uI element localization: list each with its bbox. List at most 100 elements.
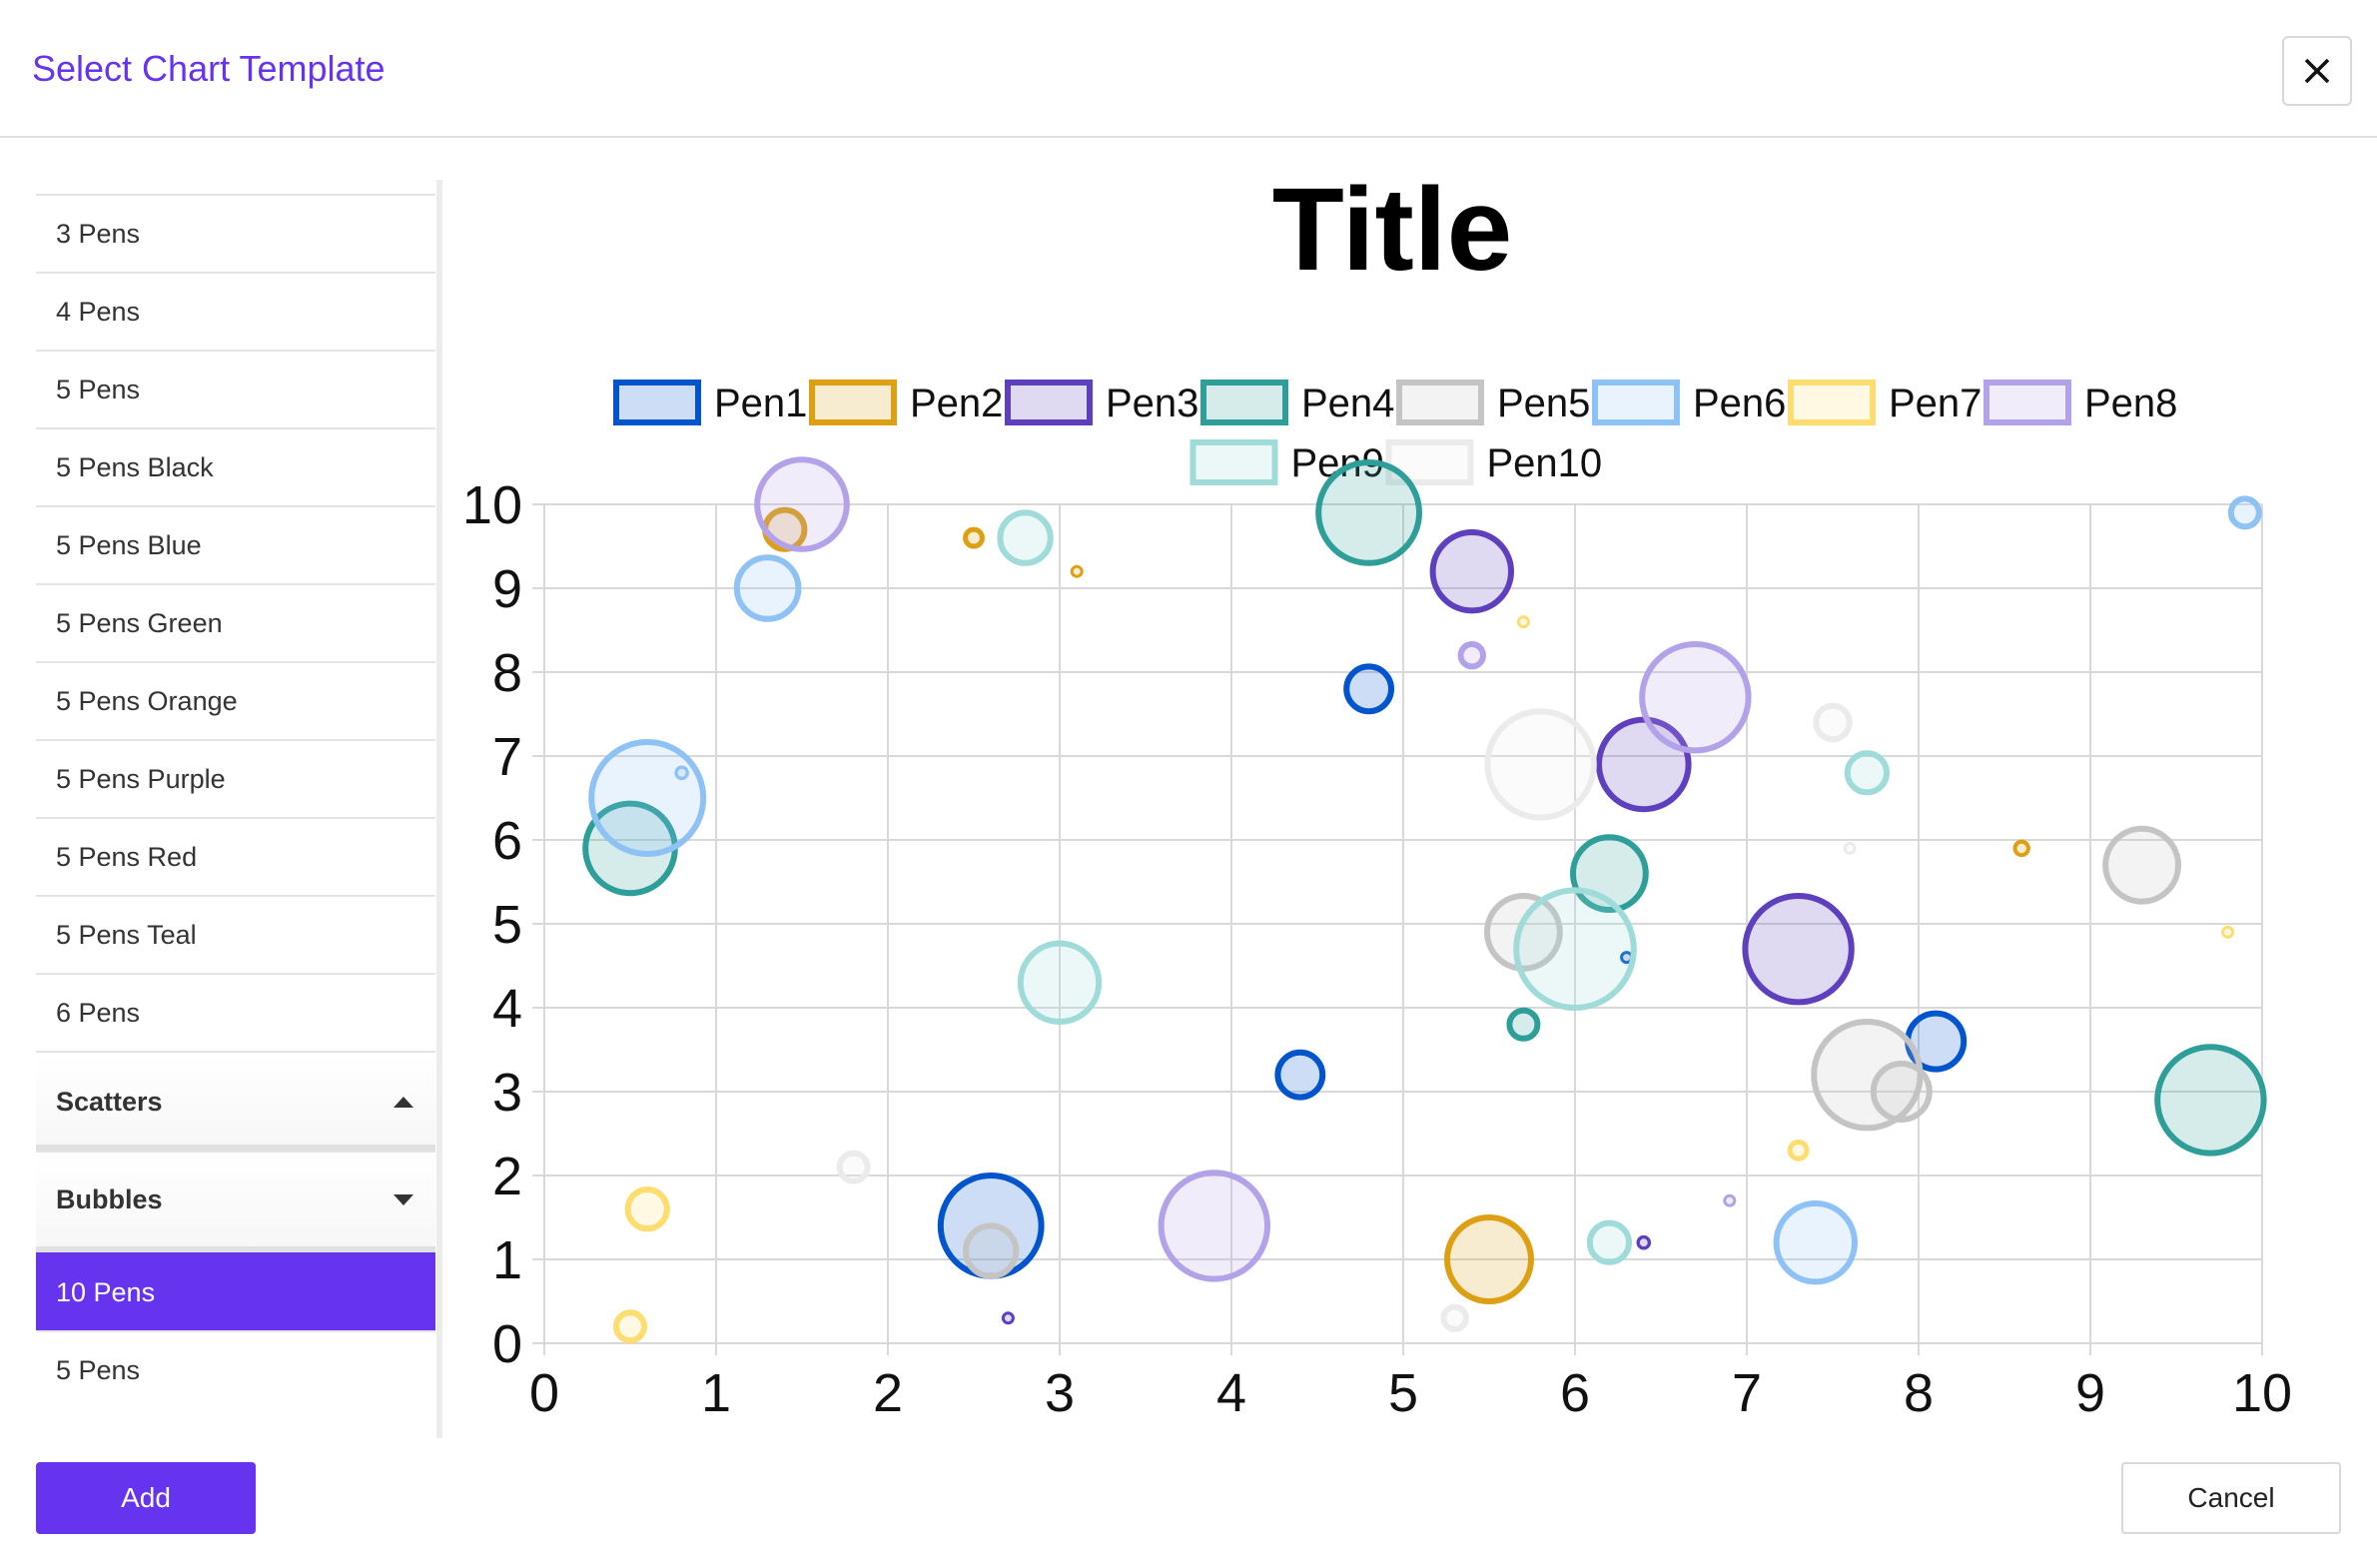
bubble-point — [1070, 564, 1084, 578]
legend-label: Pen1 — [714, 382, 807, 425]
chart-title: Title — [1272, 180, 1512, 296]
template-item-bubbles-5-pens[interactable]: 5 Pens — [36, 1330, 435, 1408]
bubble-point — [674, 765, 689, 781]
y-tick-label: 4 — [492, 979, 522, 1039]
x-tick-label: 4 — [1216, 1363, 1246, 1423]
bubble-point — [1813, 702, 1853, 743]
template-item-5-pens-purple[interactable]: 5 Pens Purple — [36, 739, 435, 817]
template-item-5-pens-red[interactable]: 5 Pens Red — [36, 817, 435, 895]
template-item-3-pens[interactable]: 3 Pens — [36, 194, 435, 272]
bubble-point — [1787, 1139, 1810, 1162]
legend-item: Pen5 — [1396, 380, 1590, 425]
legend-swatch — [1189, 439, 1278, 485]
bubble-point — [733, 554, 802, 622]
y-tick-label: 9 — [492, 559, 522, 619]
bubble-point — [1440, 1303, 1469, 1333]
bubble-point — [1742, 893, 1855, 1006]
bubble-point — [1444, 1214, 1534, 1304]
bubble-point — [1274, 1049, 1326, 1101]
bubble-point — [1773, 1200, 1859, 1285]
x-tick-label: 7 — [1732, 1363, 1762, 1423]
dialog-header: Select Chart Template — [0, 0, 2377, 138]
bubble-point — [1484, 708, 1597, 821]
y-tick-label: 10 — [462, 475, 522, 535]
bubble-point — [1636, 1234, 1652, 1250]
legend-label: Pen5 — [1497, 382, 1590, 425]
bubble-point — [1844, 750, 1891, 796]
template-item-4-pens[interactable]: 4 Pens — [36, 272, 435, 350]
sidebar-scrollbar[interactable] — [436, 180, 442, 1438]
legend-item: Pen6 — [1592, 380, 1786, 425]
legend-item: Pen3 — [1005, 380, 1198, 425]
group-header-scatters[interactable]: Scatters — [36, 1051, 435, 1151]
close-button[interactable] — [2282, 36, 2352, 106]
legend-swatch — [613, 380, 701, 425]
add-button[interactable]: Add — [36, 1462, 256, 1534]
bubble-point — [997, 509, 1054, 566]
y-tick-label: 3 — [492, 1063, 522, 1123]
legend-item: Pen1 — [613, 380, 807, 425]
bubble-point — [1516, 615, 1530, 629]
template-item-5-pens-teal[interactable]: 5 Pens Teal — [36, 895, 435, 973]
y-tick-label: 6 — [492, 811, 522, 871]
x-tick-label: 6 — [1560, 1363, 1590, 1423]
legend-item: Pen2 — [809, 380, 1003, 425]
bubble-point — [2221, 925, 2235, 939]
legend-swatch — [1005, 380, 1093, 425]
bubble-point — [624, 1186, 670, 1232]
bubble-point — [1158, 1170, 1270, 1282]
bubble-point — [1639, 641, 1752, 754]
bubble-chart: Title Pen1 Pen2 Pen3 Pen4 Pen5 Pen6 Pen7 Pen8Pe… — [462, 164, 2292, 1423]
group-header-bubbles[interactable]: Bubbles — [36, 1151, 435, 1252]
template-list: 3 Pens 4 Pens 5 Pens 5 Pens Black 5 Pens… — [36, 180, 435, 1438]
x-tick-label: 8 — [1904, 1363, 1934, 1423]
template-item-6-pens[interactable]: 6 Pens — [36, 973, 435, 1051]
chart-grid — [543, 503, 2263, 1344]
bubble-point — [588, 739, 707, 857]
legend-item: Pen8 — [1983, 380, 2177, 425]
chart-legend: Pen1 Pen2 Pen3 Pen4 Pen5 Pen6 Pen7 Pen8 Pen9 Pen1… — [613, 380, 2177, 485]
bubble-point — [613, 1309, 647, 1344]
x-tick-label: 10 — [2232, 1363, 2292, 1423]
y-tick-label: 0 — [492, 1314, 522, 1374]
x-tick-label: 5 — [1388, 1363, 1418, 1423]
y-tick-label: 8 — [492, 643, 522, 703]
bubble-point — [2102, 825, 2181, 905]
legend-label: Pen7 — [1889, 382, 1981, 425]
x-tick-label: 0 — [529, 1363, 559, 1423]
bubble-point — [1586, 1219, 1633, 1265]
legend-label: Pen3 — [1106, 382, 1198, 425]
template-item-5-pens-black[interactable]: 5 Pens Black — [36, 427, 435, 505]
y-tick-label: 7 — [492, 727, 522, 787]
legend-swatch — [1788, 380, 1876, 425]
cancel-button[interactable]: Cancel — [2121, 1462, 2341, 1534]
legend-label: Pen4 — [1301, 382, 1394, 425]
chart-preview: Title Pen1 Pen2 Pen3 Pen4 Pen5 Pen6 Pen7 Pen8 Pe… — [449, 164, 2367, 1458]
close-icon — [2304, 58, 2330, 84]
template-item-bubbles-10-pens[interactable]: 10 Pens — [36, 1252, 435, 1330]
legend-swatch — [809, 380, 897, 425]
y-tick-label: 2 — [492, 1147, 522, 1206]
legend-item: Pen7 — [1788, 380, 1981, 425]
template-item-5-pens[interactable]: 5 Pens — [36, 350, 435, 427]
bubble-point — [963, 526, 985, 549]
bubble-point — [1315, 459, 1422, 566]
legend-label: Pen2 — [910, 382, 1003, 425]
bubble-point — [836, 1150, 871, 1184]
y-tick-label: 1 — [492, 1230, 522, 1290]
bubble-point — [1484, 893, 1563, 972]
group-label: Bubbles — [56, 1183, 163, 1214]
legend-swatch — [1200, 380, 1288, 425]
template-item-5-pens-orange[interactable]: 5 Pens Orange — [36, 661, 435, 739]
bubble-point — [2227, 495, 2262, 530]
legend-item: Pen9 — [1189, 439, 1384, 485]
template-item-5-pens-green[interactable]: 5 Pens Green — [36, 583, 435, 661]
bubble-point — [1723, 1193, 1737, 1207]
bubble-point — [2154, 1044, 2267, 1157]
legend-item: Pen10 — [1385, 439, 1602, 485]
template-item-5-pens-blue[interactable]: 5 Pens Blue — [36, 505, 435, 583]
chart-axes: 0 1 2 3 4 5 6 7 8 9 10 0 1 2 3 4 5 6 7 8 9 10 — [462, 475, 2292, 1423]
bubble-point — [1870, 1061, 1933, 1123]
bubble-point — [1429, 529, 1514, 614]
y-tick-label: 5 — [492, 895, 522, 955]
